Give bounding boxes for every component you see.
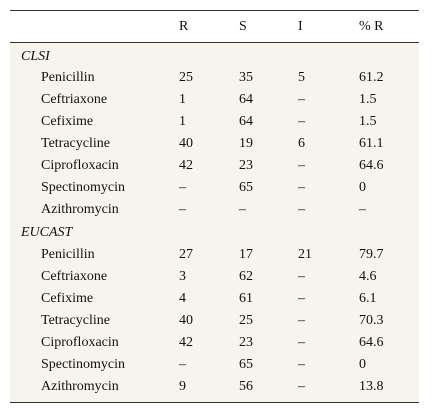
value-percent-r: 64.6 bbox=[359, 158, 384, 173]
drug-name: Spectinomycin bbox=[41, 357, 125, 372]
table-row: Ceftriaxone 3 62 – 4.6 bbox=[10, 266, 419, 288]
value-r: 27 bbox=[179, 247, 193, 262]
value-r: 42 bbox=[179, 335, 193, 350]
table-row: Azithromycin 9 56 – 13.8 bbox=[10, 376, 419, 398]
value-percent-r: 61.1 bbox=[359, 136, 384, 151]
table-row: Penicillin 25 35 5 61.2 bbox=[10, 67, 419, 89]
value-percent-r: 79.7 bbox=[359, 247, 384, 262]
value-i: – bbox=[298, 357, 305, 372]
value-percent-r: 1.5 bbox=[359, 92, 377, 107]
value-s: 61 bbox=[239, 291, 253, 306]
table-row: Tetracycline 40 19 6 61.1 bbox=[10, 133, 419, 155]
value-r: 4 bbox=[179, 291, 186, 306]
table-row: Azithromycin – – – – bbox=[10, 199, 419, 221]
table-row: Tetracycline 40 25 – 70.3 bbox=[10, 310, 419, 332]
drug-name: Ciprofloxacin bbox=[41, 335, 119, 350]
value-percent-r: 1.5 bbox=[359, 114, 377, 129]
section-title-eucast: EUCAST bbox=[21, 225, 73, 240]
value-percent-r: 0 bbox=[359, 180, 366, 195]
value-r: 9 bbox=[179, 379, 186, 394]
header-percent-r: % R bbox=[359, 19, 384, 34]
value-i: – bbox=[298, 379, 305, 394]
value-r: 40 bbox=[179, 313, 193, 328]
value-s: 23 bbox=[239, 335, 253, 350]
table-row: Ciprofloxacin 42 23 – 64.6 bbox=[10, 155, 419, 177]
value-r: – bbox=[179, 357, 186, 372]
table-row: Ceftriaxone 1 64 – 1.5 bbox=[10, 89, 419, 111]
value-s: 19 bbox=[239, 136, 253, 151]
drug-name: Penicillin bbox=[41, 247, 95, 262]
value-s: 56 bbox=[239, 379, 253, 394]
value-i: – bbox=[298, 92, 305, 107]
value-r: 3 bbox=[179, 269, 186, 284]
value-s: 25 bbox=[239, 313, 253, 328]
value-i: – bbox=[298, 269, 305, 284]
value-percent-r: 6.1 bbox=[359, 291, 377, 306]
value-r: 42 bbox=[179, 158, 193, 173]
drug-name: Azithromycin bbox=[41, 379, 119, 394]
value-i: 6 bbox=[298, 136, 305, 151]
drug-name: Cefixime bbox=[41, 114, 94, 129]
drug-name: Ceftriaxone bbox=[41, 92, 108, 107]
value-percent-r: 61.2 bbox=[359, 70, 384, 85]
drug-name: Penicillin bbox=[41, 70, 95, 85]
value-s: 35 bbox=[239, 70, 253, 85]
value-r: – bbox=[179, 202, 186, 217]
value-percent-r: 4.6 bbox=[359, 269, 377, 284]
value-r: 1 bbox=[179, 92, 186, 107]
value-i: 5 bbox=[298, 70, 305, 85]
value-percent-r: 70.3 bbox=[359, 313, 384, 328]
value-percent-r: – bbox=[359, 202, 366, 217]
value-s: 65 bbox=[239, 180, 253, 195]
value-s: 65 bbox=[239, 357, 253, 372]
value-s: 64 bbox=[239, 114, 253, 129]
value-r: 25 bbox=[179, 70, 193, 85]
value-s: 17 bbox=[239, 247, 253, 262]
value-s: 64 bbox=[239, 92, 253, 107]
value-i: 21 bbox=[298, 247, 312, 262]
table-row: Penicillin 27 17 21 79.7 bbox=[10, 244, 419, 266]
value-i: – bbox=[298, 180, 305, 195]
table-header-row: R S I % R bbox=[10, 11, 419, 43]
section-title-clsi: CLSI bbox=[21, 49, 50, 64]
value-percent-r: 13.8 bbox=[359, 379, 384, 394]
header-r: R bbox=[179, 19, 189, 34]
value-i: – bbox=[298, 335, 305, 350]
value-s: 62 bbox=[239, 269, 253, 284]
drug-name: Azithromycin bbox=[41, 202, 119, 217]
resistance-table: R S I % R CLSI Penicillin 25 35 5 61.2 C… bbox=[10, 10, 419, 403]
value-i: – bbox=[298, 158, 305, 173]
value-r: 1 bbox=[179, 114, 186, 129]
value-percent-r: 0 bbox=[359, 357, 366, 372]
header-i: I bbox=[298, 19, 303, 34]
value-i: – bbox=[298, 114, 305, 129]
header-s: S bbox=[239, 19, 247, 34]
table-row: Spectinomycin – 65 – 0 bbox=[10, 177, 419, 199]
value-r: 40 bbox=[179, 136, 193, 151]
value-percent-r: 64.6 bbox=[359, 335, 384, 350]
value-i: – bbox=[298, 202, 305, 217]
value-i: – bbox=[298, 313, 305, 328]
drug-name: Tetracycline bbox=[41, 313, 110, 328]
drug-name: Tetracycline bbox=[41, 136, 110, 151]
table-row: Ciprofloxacin 42 23 – 64.6 bbox=[10, 332, 419, 354]
table-row: Cefixime 1 64 – 1.5 bbox=[10, 111, 419, 133]
value-s: – bbox=[239, 202, 246, 217]
table-row: Spectinomycin – 65 – 0 bbox=[10, 354, 419, 376]
drug-name: Ciprofloxacin bbox=[41, 158, 119, 173]
value-s: 23 bbox=[239, 158, 253, 173]
value-i: – bbox=[298, 291, 305, 306]
drug-name: Ceftriaxone bbox=[41, 269, 108, 284]
table-row: Cefixime 4 61 – 6.1 bbox=[10, 288, 419, 310]
drug-name: Spectinomycin bbox=[41, 180, 125, 195]
value-r: – bbox=[179, 180, 186, 195]
drug-name: Cefixime bbox=[41, 291, 94, 306]
